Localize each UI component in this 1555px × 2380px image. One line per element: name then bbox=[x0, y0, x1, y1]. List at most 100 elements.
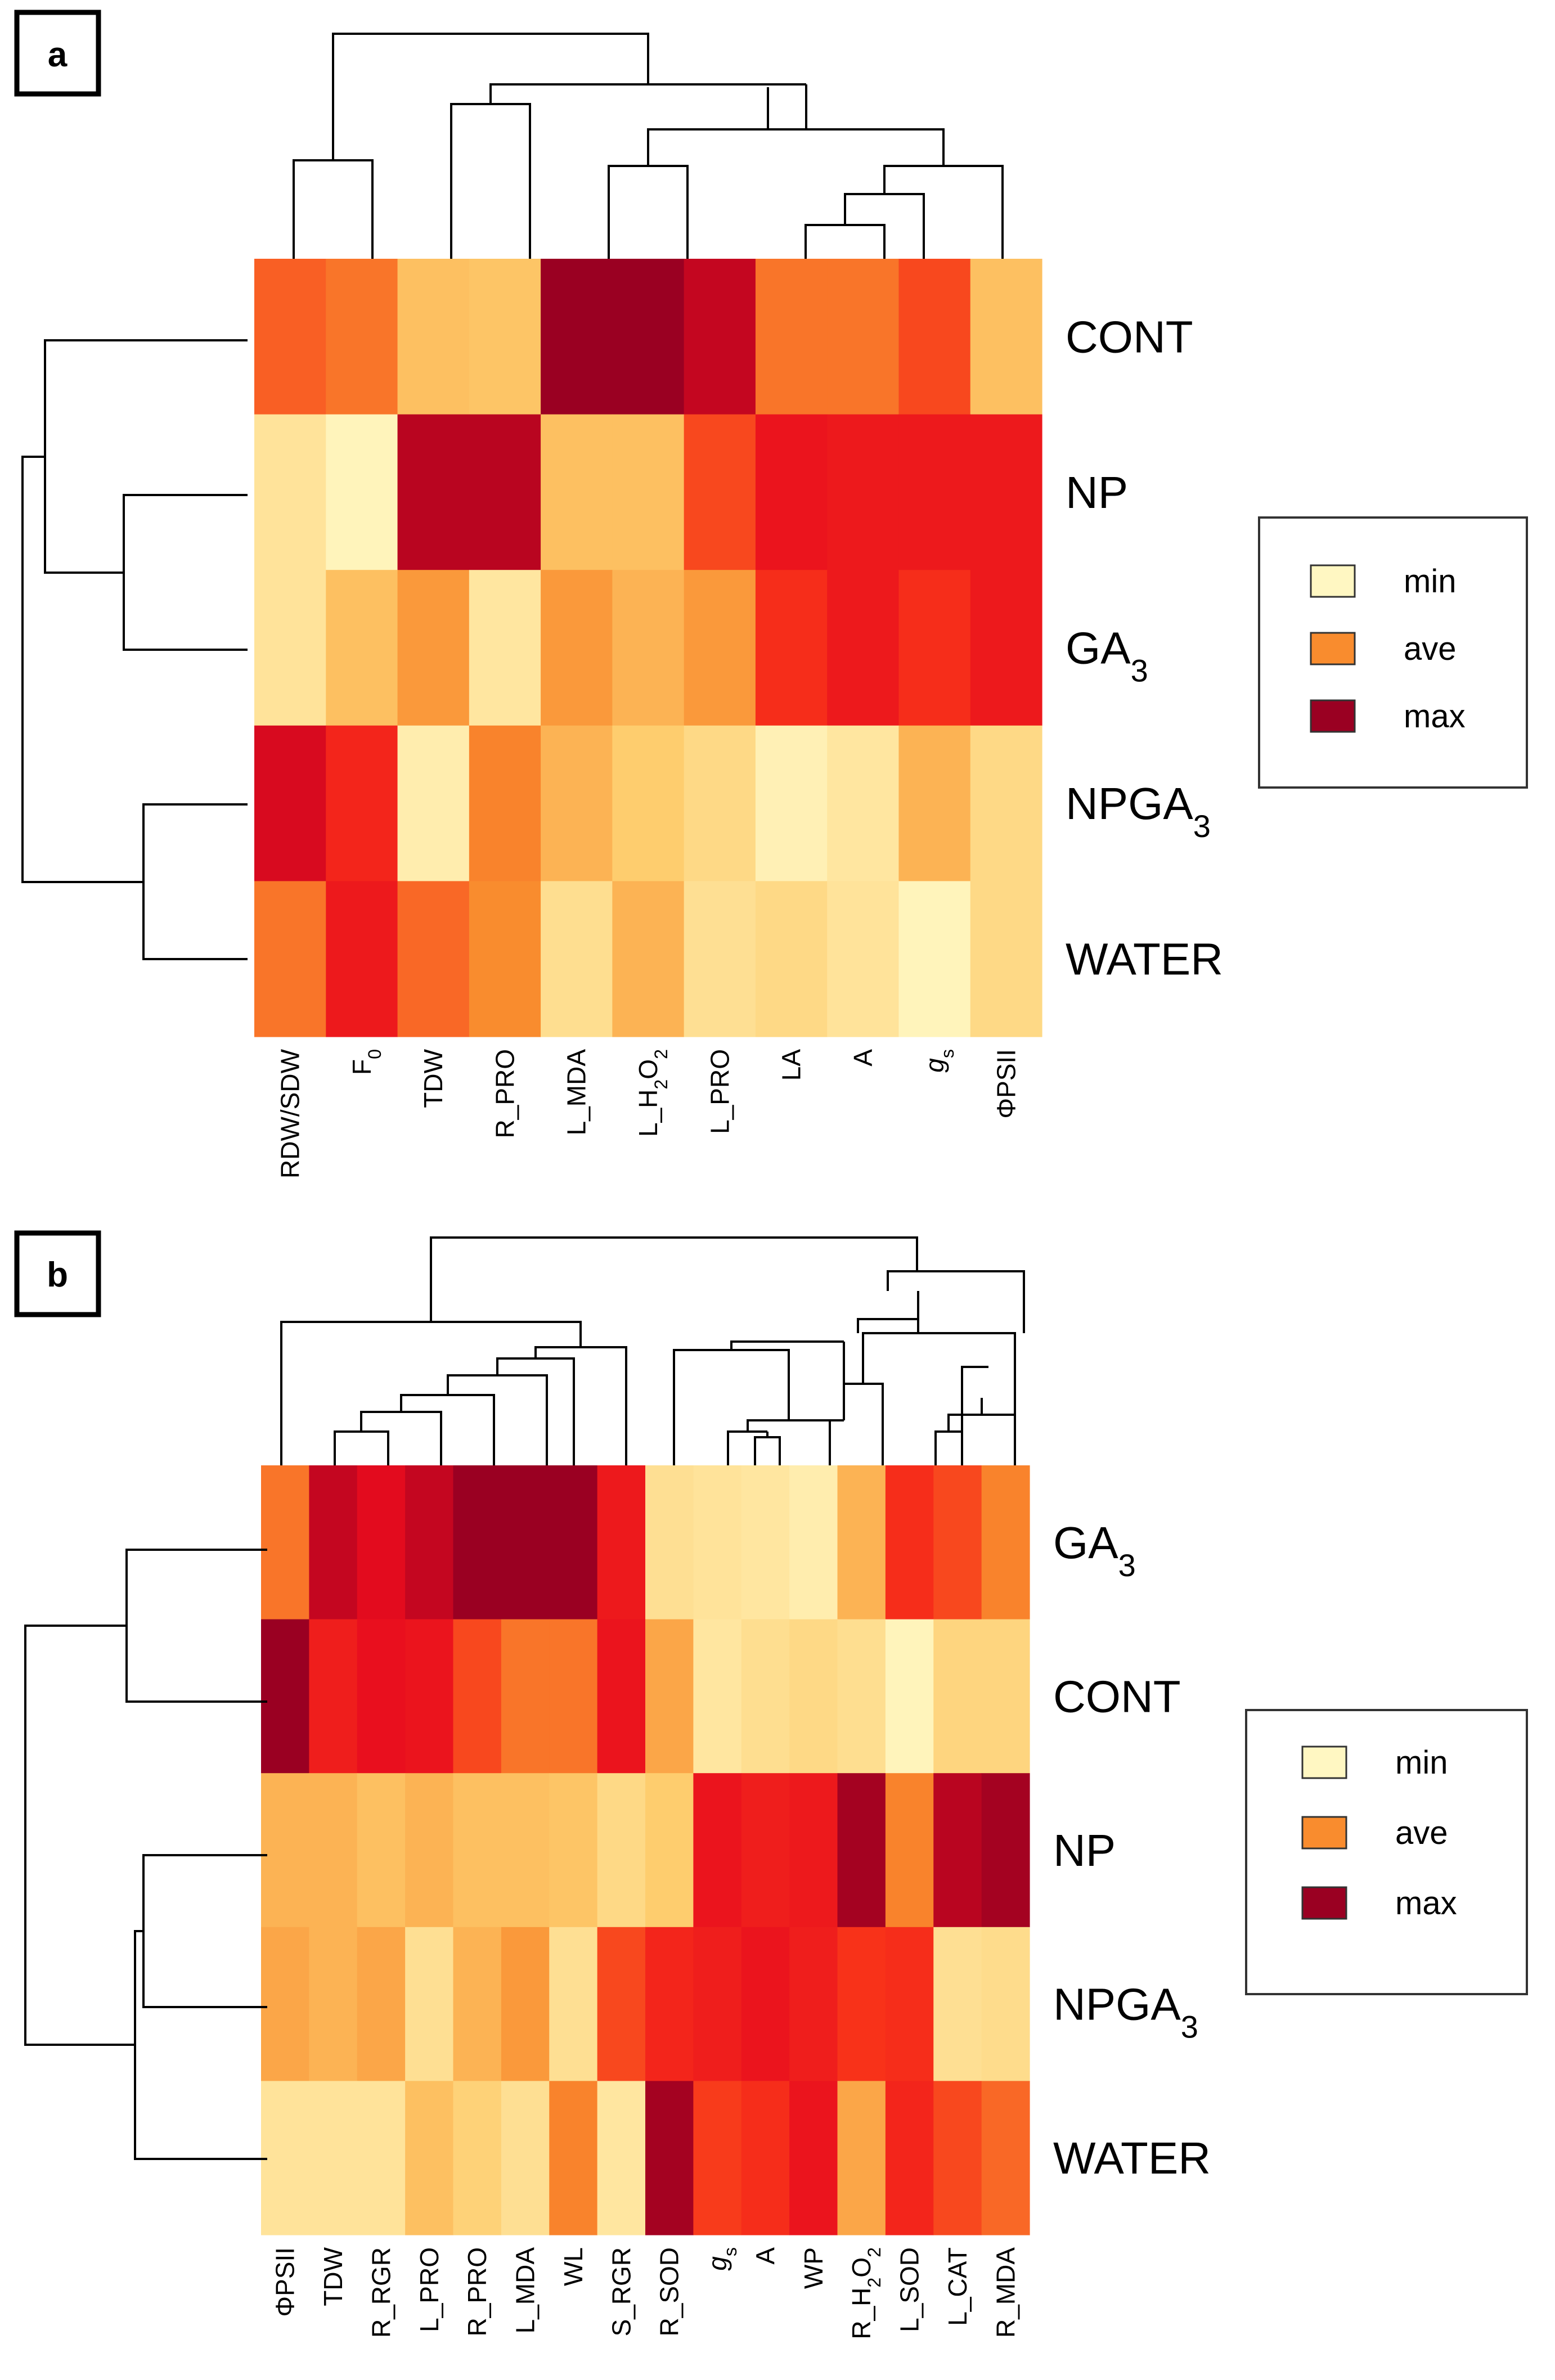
heatmap-cell bbox=[898, 414, 971, 570]
heatmap-cell bbox=[981, 2081, 1030, 2235]
heatmap-cell bbox=[789, 1773, 838, 1928]
column-label: R_MDA bbox=[991, 2247, 1020, 2338]
row-labels-b: GA3 CONT NP NPGA3 WATER bbox=[1053, 1518, 1211, 2183]
heatmap-cell bbox=[885, 1619, 934, 1774]
column-labels-b: ΦPSII TDW R_RGR L_PRO R_PRO L_MDA WL S_RGR R_SOD… bbox=[271, 2247, 1021, 2339]
heatmap-cell bbox=[397, 725, 470, 881]
column-label: TDW bbox=[318, 2247, 348, 2306]
column-label: WL bbox=[559, 2247, 588, 2286]
heatmap-cell bbox=[645, 1619, 694, 1774]
row-label: NP bbox=[1053, 1825, 1116, 1875]
heatmap-cell bbox=[453, 1465, 502, 1620]
heatmap-cell bbox=[254, 881, 326, 1037]
column-label: L_CAT bbox=[943, 2247, 972, 2326]
heatmap-cell bbox=[827, 259, 900, 415]
heatmap-cell bbox=[612, 414, 685, 570]
heatmap-cell bbox=[970, 570, 1042, 726]
heatmap-cell bbox=[789, 1465, 838, 1620]
heatmap-cell bbox=[453, 2081, 502, 2235]
panel-a: a RDW/SDW F0 TDW R_PRO L_MDA L_H2O2 L_PRO LA A bbox=[14, 10, 1528, 1178]
row-dendrogram-b bbox=[24, 1549, 267, 2160]
heatmap-cell bbox=[885, 1773, 934, 1928]
heatmap-cell bbox=[885, 2081, 934, 2235]
heatmap-cell bbox=[693, 1927, 742, 2081]
row-label: NPGA3 bbox=[1053, 1979, 1198, 2045]
heatmap-cell bbox=[684, 725, 756, 881]
heatmap-cell bbox=[755, 414, 828, 570]
legend-swatch bbox=[1301, 1745, 1347, 1779]
heatmap-cell bbox=[741, 2081, 790, 2235]
heatmap-cell bbox=[970, 881, 1042, 1037]
heatmap-cell bbox=[684, 881, 756, 1037]
heatmap-cell bbox=[684, 259, 756, 415]
heatmap-cell bbox=[970, 725, 1042, 881]
heatmap-cell bbox=[501, 1927, 550, 2081]
heatmap-cell bbox=[357, 1465, 406, 1620]
column-label: R_PRO bbox=[491, 1049, 520, 1138]
heatmap-cell bbox=[612, 881, 685, 1037]
heatmap-b-cells bbox=[261, 1465, 1030, 2235]
heatmap-cell bbox=[741, 1619, 790, 1774]
column-label: ΦPSII bbox=[991, 1049, 1021, 1119]
heatmap-cell bbox=[755, 570, 828, 726]
heatmap-cell bbox=[501, 1773, 550, 1928]
heatmap-cell bbox=[261, 1465, 309, 1620]
panel-b-tag: b bbox=[47, 1256, 68, 1294]
column-label: A bbox=[848, 1049, 878, 1067]
column-dendrogram-b bbox=[280, 1236, 1025, 1465]
heatmap-cell bbox=[755, 881, 828, 1037]
heatmap-cell bbox=[261, 1773, 309, 1928]
heatmap-cell bbox=[501, 1619, 550, 1774]
row-label: CONT bbox=[1066, 312, 1193, 362]
heatmap-cell bbox=[541, 414, 613, 570]
column-label: LA bbox=[777, 1049, 806, 1081]
heatmap-cell bbox=[933, 1773, 982, 1928]
heatmap-cell bbox=[357, 1773, 406, 1928]
legend-b: min ave max bbox=[1245, 1709, 1528, 1995]
heatmap-cell bbox=[684, 570, 756, 726]
heatmap-cell bbox=[827, 570, 900, 726]
column-label: gs bbox=[920, 1049, 958, 1073]
column-label: L_MDA bbox=[511, 2247, 540, 2334]
column-label: A bbox=[750, 2247, 780, 2265]
heatmap-cell bbox=[469, 259, 541, 415]
column-label: L_MDA bbox=[562, 1049, 591, 1136]
heatmap-cell bbox=[933, 1619, 982, 1774]
column-label: L_PRO bbox=[705, 1049, 734, 1134]
heatmap-cell bbox=[254, 414, 326, 570]
heatmap-cell bbox=[309, 1465, 358, 1620]
legend-swatch bbox=[1310, 699, 1356, 733]
panel-a-tag-box bbox=[14, 10, 101, 97]
heatmap-cell bbox=[645, 1927, 694, 2081]
heatmap-cell bbox=[405, 1619, 454, 1774]
heatmap-cell bbox=[755, 725, 828, 881]
legend-swatch bbox=[1301, 1816, 1347, 1850]
heatmap-cell bbox=[789, 1927, 838, 2081]
heatmap-cell bbox=[741, 1927, 790, 2081]
row-label: WATER bbox=[1053, 2133, 1211, 2183]
heatmap-cell bbox=[405, 1465, 454, 1620]
heatmap-cell bbox=[970, 259, 1042, 415]
heatmap-cell bbox=[597, 1465, 646, 1620]
heatmap-cell bbox=[612, 570, 685, 726]
heatmap-cell bbox=[405, 2081, 454, 2235]
heatmap-cell bbox=[645, 1773, 694, 1928]
heatmap-cell bbox=[837, 1773, 886, 1928]
heatmap-cell bbox=[693, 2081, 742, 2235]
heatmap-cell bbox=[261, 1619, 309, 1774]
row-label: WATER bbox=[1066, 934, 1223, 984]
heatmap-cell bbox=[326, 259, 398, 415]
legend-label: ave bbox=[1395, 1815, 1448, 1851]
heatmap-cell bbox=[837, 2081, 886, 2235]
heatmap-cell bbox=[326, 881, 398, 1037]
heatmap-cell bbox=[645, 1465, 694, 1620]
heatmap-cell bbox=[254, 259, 326, 415]
row-dendrogram-a bbox=[21, 339, 248, 960]
heatmap-cell bbox=[885, 1927, 934, 2081]
panel-b-tag-box bbox=[14, 1230, 101, 1317]
heatmap-cell bbox=[693, 1619, 742, 1774]
heatmap-cell bbox=[898, 725, 971, 881]
legend-label: max bbox=[1395, 1885, 1457, 1922]
